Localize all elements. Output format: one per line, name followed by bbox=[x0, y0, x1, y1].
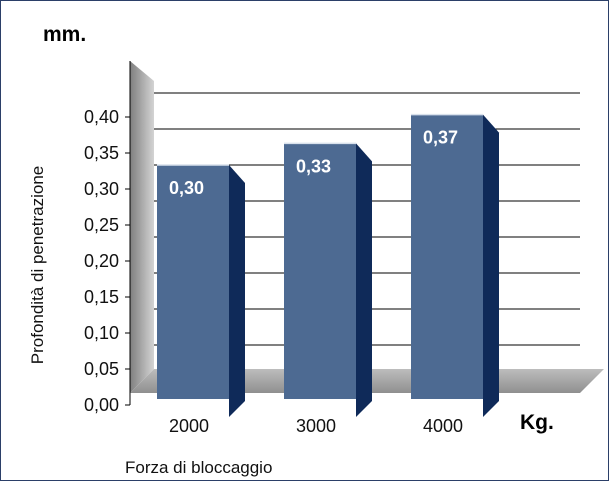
bar-side-3000 bbox=[356, 143, 372, 417]
y-tick-label: 0,00 bbox=[84, 395, 119, 415]
chart-side-wall bbox=[130, 61, 154, 393]
bar-front-2000 bbox=[157, 165, 229, 399]
bar-front-3000 bbox=[284, 143, 356, 399]
y-axis-ticks: 0,00 0,05 0,10 0,15 0,20 0,25 0,30 0,35 0,40 bbox=[84, 107, 130, 415]
y-tick-label: 0,10 bbox=[84, 323, 119, 343]
y-unit-label: mm. bbox=[43, 23, 86, 46]
y-tick-label: 0,20 bbox=[84, 251, 119, 271]
x-axis-ticks: 2000 3000 4000 bbox=[169, 416, 463, 436]
y-tick-label: 0,25 bbox=[84, 215, 119, 235]
y-tick-label: 0,35 bbox=[84, 143, 119, 163]
bar-side-2000 bbox=[229, 165, 245, 417]
x-tick-label: 2000 bbox=[169, 416, 209, 436]
bar-value-label: 0,30 bbox=[169, 178, 204, 198]
y-tick-label: 0,05 bbox=[84, 359, 119, 379]
y-axis-title: Profondità di penetrazione bbox=[28, 166, 47, 364]
x-axis-title: Forza di bloccaggio bbox=[125, 458, 272, 477]
y-tick-label: 0,15 bbox=[84, 287, 119, 307]
bars: 0,30 0,33 0,37 bbox=[157, 113, 499, 417]
bar-front-4000 bbox=[411, 114, 483, 399]
x-tick-label: 4000 bbox=[423, 416, 463, 436]
bar-side-4000 bbox=[483, 114, 499, 417]
y-tick-label: 0,30 bbox=[84, 179, 119, 199]
x-tick-label: 3000 bbox=[296, 416, 336, 436]
y-tick-label: 0,40 bbox=[84, 107, 119, 127]
bar-value-label: 0,33 bbox=[296, 156, 331, 176]
x-unit-label: Kg. bbox=[520, 411, 554, 434]
bar-value-label: 0,37 bbox=[423, 128, 458, 148]
